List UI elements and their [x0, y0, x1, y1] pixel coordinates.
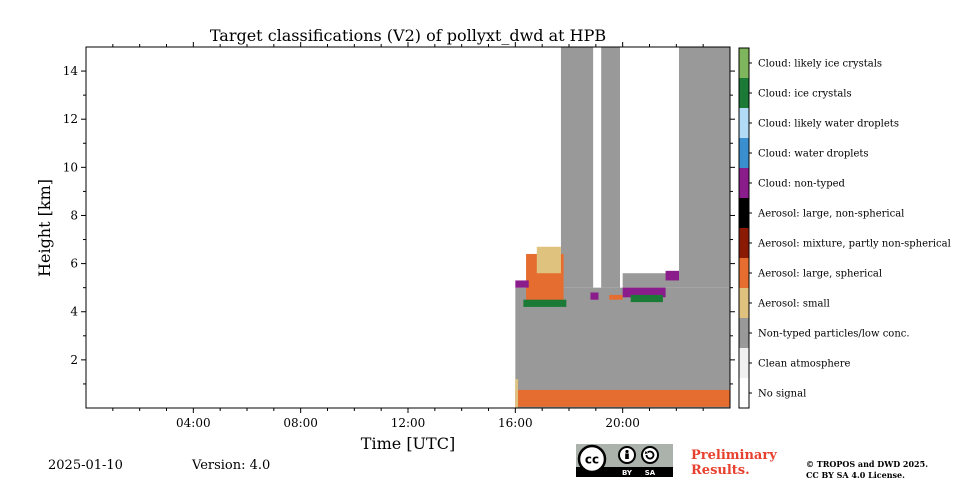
- by-label: BY: [622, 469, 633, 477]
- cc-by-sa-icon: cc BY SA: [576, 444, 673, 477]
- region-13: [630, 294, 663, 303]
- region-1: [560, 47, 594, 288]
- region-5: [515, 389, 730, 407]
- colorbar-swatch: [739, 48, 749, 78]
- colorbar-swatch: [739, 258, 749, 288]
- colorbar-label: Cloud: water droplets: [758, 149, 869, 160]
- colorbar-label: Cloud: ice crystals: [758, 89, 852, 100]
- preliminary-line-2: Results.: [691, 463, 750, 478]
- y-axis: 2 4 6 8 10 12 14: [63, 64, 735, 385]
- region-15: [609, 294, 623, 300]
- y-axis-label: Height [km]: [35, 179, 54, 277]
- y-tick-label: 6: [70, 257, 78, 271]
- region-11: [590, 292, 599, 300]
- colorbar-swatch: [739, 348, 749, 378]
- colorbar-label: Clean atmosphere: [758, 359, 851, 370]
- colorbar-label: Aerosol: large, spherical: [757, 269, 882, 280]
- colorbar-frame: [738, 47, 750, 409]
- copyright-line-2: CC BY SA 4.0 License.: [806, 470, 905, 480]
- sa-label: SA: [645, 469, 656, 477]
- colorbar-swatch: [739, 78, 749, 108]
- colorbar-swatch: [739, 168, 749, 198]
- colorbar-label: Non-typed particles/low conc.: [758, 329, 910, 340]
- region-3: [679, 47, 730, 288]
- share-alike-icon: [641, 446, 659, 464]
- x-tick-label: 12:00: [391, 416, 426, 430]
- colorbar-swatch: [739, 228, 749, 258]
- copyright-line-1: © TROPOS and DWD 2025.: [806, 459, 928, 469]
- colorbar-label: Aerosol: large, non-spherical: [757, 209, 904, 220]
- region-6: [515, 379, 519, 408]
- y-tick-label: 4: [70, 305, 78, 319]
- colorbar-label: Aerosol: mixture, partly non-spherical: [757, 239, 951, 250]
- colorbar-swatch: [739, 108, 749, 138]
- y-tick-label: 14: [63, 64, 79, 78]
- colorbar-label: Cloud: non-typed: [758, 179, 846, 190]
- region-8: [536, 246, 561, 274]
- x-tick-label: 04:00: [176, 416, 211, 430]
- preliminary-notice: Preliminary Results.: [691, 448, 777, 478]
- x-tick-label: 08:00: [283, 416, 318, 430]
- x-axis: 04:00 08:00 12:00 16:00 20:00: [112, 42, 704, 430]
- footer-date: 2025-01-10: [48, 458, 123, 473]
- x-axis-label: Time [UTC]: [361, 434, 455, 453]
- x-tick-label: 20:00: [605, 416, 640, 430]
- y-tick-label: 10: [63, 160, 78, 174]
- colorbar-swatch: [739, 198, 749, 228]
- y-tick-label: 12: [63, 112, 78, 126]
- region-2: [601, 47, 620, 288]
- colorbar-legend: No signal Clean atmosphere Non-typed parti…: [738, 47, 951, 409]
- colorbar-swatch: [739, 138, 749, 168]
- heatmap-regions: [515, 47, 730, 408]
- cc-label: cc: [585, 453, 599, 467]
- colorbar-swatch: [739, 318, 749, 348]
- chart-title: Target classifications (V2) of pollyxt_d…: [210, 26, 606, 45]
- region-4: [622, 273, 680, 288]
- region-9: [523, 299, 567, 307]
- preliminary-line-1: Preliminary: [691, 448, 777, 463]
- footer-version: Version: 4.0: [192, 458, 271, 473]
- copyright-notice: © TROPOS and DWD 2025. CC BY SA 4.0 Lice…: [806, 459, 928, 481]
- region-14: [665, 270, 680, 281]
- region-12: [622, 287, 666, 298]
- y-tick-label: 2: [70, 353, 78, 367]
- y-tick-label: 8: [70, 208, 78, 222]
- colorbar-label: Cloud: likely ice crystals: [758, 59, 882, 70]
- colorbar-label: No signal: [758, 389, 806, 400]
- colorbar-label: Cloud: likely water droplets: [758, 119, 899, 130]
- x-tick-label: 16:00: [498, 416, 533, 430]
- region-10: [515, 280, 529, 288]
- region-0: [515, 287, 730, 408]
- colorbar-label: Aerosol: small: [757, 299, 830, 310]
- colorbar-swatch: [739, 288, 749, 318]
- colorbar-swatch: [739, 378, 749, 408]
